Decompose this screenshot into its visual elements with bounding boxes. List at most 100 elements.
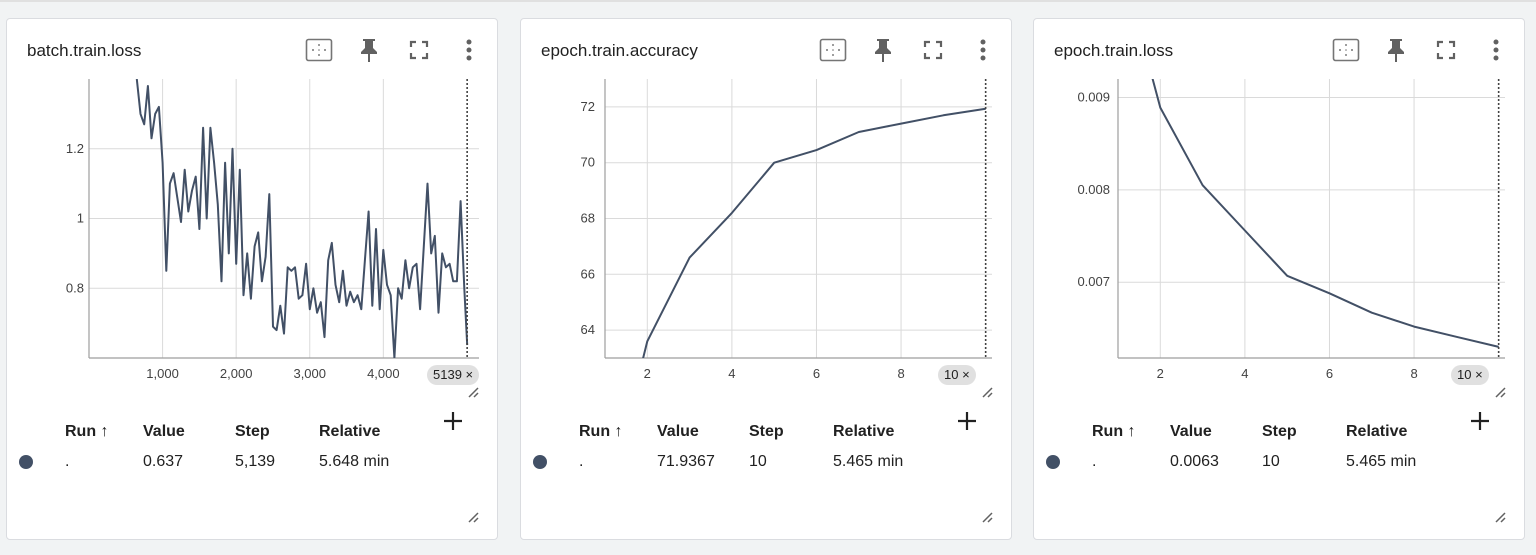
y-tick-label: 64 [581, 322, 595, 337]
y-tick-label: 68 [581, 211, 595, 226]
cell-step: 10 [1262, 453, 1280, 470]
column-header-relative[interactable]: Relative [833, 423, 895, 440]
cell-relative: 5.465 min [1346, 453, 1417, 470]
fit-domain-button[interactable] [304, 35, 334, 65]
chart-card-batch-train-loss: batch.train.loss 0.8 1 1.2 1,000 2,000 3,000 4… [6, 18, 498, 540]
column-header-step[interactable]: Step [235, 423, 270, 440]
cell-relative: 5.648 min [319, 453, 390, 470]
add-icon[interactable] [441, 409, 465, 433]
more-vert-icon [980, 39, 986, 61]
resize-icon[interactable] [1492, 509, 1506, 523]
x-tick-label: 2 [644, 366, 651, 381]
chart-card-epoch-train-loss: epoch.train.loss 0.007 0.008 0.009 2 4 6 8 10 … [1033, 18, 1525, 540]
fit-domain-icon [819, 38, 847, 62]
step-chip-close[interactable]: × [461, 367, 474, 382]
y-tick-label: 0.8 [66, 280, 84, 295]
y-tick-label: 1 [77, 211, 84, 226]
step-chip-value: 10 [944, 367, 959, 382]
cell-run: . [65, 453, 70, 470]
fullscreen-button[interactable] [404, 35, 434, 65]
more-options-button[interactable] [1481, 35, 1511, 65]
top-divider [0, 0, 1536, 2]
line-chart[interactable]: 0.8 1 1.2 1,000 2,000 3,000 4,000 [7, 19, 497, 419]
cell-relative: 5.465 min [833, 453, 904, 470]
run-color-dot [533, 455, 547, 469]
run-color-dot [19, 455, 33, 469]
card-title: epoch.train.accuracy [541, 41, 698, 60]
step-chip[interactable]: 10 × [938, 365, 976, 385]
step-chip-close[interactable]: × [958, 367, 970, 382]
column-header-relative[interactable]: Relative [319, 423, 381, 440]
series-line[interactable] [1118, 19, 1499, 348]
x-tick-label: 6 [813, 366, 820, 381]
resize-icon[interactable] [979, 384, 993, 398]
card-title: epoch.train.loss [1054, 41, 1174, 60]
x-tick-label: 8 [897, 366, 904, 381]
cell-run: . [1092, 453, 1097, 470]
fullscreen-icon [409, 40, 429, 60]
x-tick-label: 1,000 [146, 366, 179, 381]
fullscreen-button[interactable] [918, 35, 948, 65]
x-tick-label: 2,000 [220, 366, 253, 381]
fit-domain-icon [1332, 38, 1360, 62]
y-tick-label: 1.2 [66, 141, 84, 156]
fit-domain-button[interactable] [818, 35, 848, 65]
cell-value: 0.0063 [1170, 453, 1219, 470]
column-header-value[interactable]: Value [1170, 423, 1212, 440]
resize-icon[interactable] [465, 509, 479, 523]
series-line[interactable] [135, 79, 469, 358]
line-chart[interactable]: 0.007 0.008 0.009 2 4 6 8 [1034, 19, 1524, 419]
more-options-button[interactable] [968, 35, 998, 65]
step-chip-close[interactable]: × [1471, 367, 1483, 382]
x-tick-label: 6 [1326, 366, 1333, 381]
step-chip-value: 10 [1457, 367, 1472, 382]
x-tick-label: 4,000 [367, 366, 400, 381]
more-options-button[interactable] [454, 35, 484, 65]
column-header-run[interactable]: Run ↑ [65, 423, 109, 440]
fit-domain-icon [305, 38, 333, 62]
column-header-run[interactable]: Run ↑ [1092, 423, 1136, 440]
column-header-run[interactable]: Run ↑ [579, 423, 623, 440]
x-tick-label: 2 [1157, 366, 1164, 381]
fullscreen-icon [923, 40, 943, 60]
cell-value: 0.637 [143, 453, 184, 470]
cell-step: 10 [749, 453, 767, 470]
resize-icon[interactable] [979, 509, 993, 523]
cell-value: 71.9367 [657, 453, 715, 470]
y-tick-label: 0.007 [1077, 274, 1110, 289]
column-header-step[interactable]: Step [749, 423, 784, 440]
pin-button[interactable] [868, 35, 898, 65]
card-title: batch.train.loss [27, 41, 142, 60]
resize-icon[interactable] [465, 384, 479, 398]
step-chip[interactable]: 5139 × [427, 365, 480, 385]
x-tick-label: 8 [1410, 366, 1417, 381]
x-tick-label: 4 [728, 366, 735, 381]
column-header-value[interactable]: Value [657, 423, 699, 440]
run-color-dot [1046, 455, 1060, 469]
more-vert-icon [466, 39, 472, 61]
fit-domain-button[interactable] [1331, 35, 1361, 65]
y-tick-label: 70 [581, 155, 595, 170]
pin-icon [875, 39, 891, 62]
add-icon[interactable] [955, 409, 979, 433]
y-tick-label: 0.009 [1077, 89, 1110, 104]
column-header-value[interactable]: Value [143, 423, 185, 440]
column-header-step[interactable]: Step [1262, 423, 1297, 440]
resize-icon[interactable] [1492, 384, 1506, 398]
pin-button[interactable] [1381, 35, 1411, 65]
y-tick-label: 66 [581, 266, 595, 281]
series-line[interactable] [605, 107, 986, 419]
x-tick-label: 3,000 [293, 366, 326, 381]
pin-icon [1388, 39, 1404, 62]
step-chip[interactable]: 10 × [1451, 365, 1489, 385]
fullscreen-button[interactable] [1431, 35, 1461, 65]
column-header-relative[interactable]: Relative [1346, 423, 1408, 440]
fullscreen-icon [1436, 40, 1456, 60]
add-icon[interactable] [1468, 409, 1492, 433]
pin-button[interactable] [354, 35, 384, 65]
x-tick-label: 4 [1241, 366, 1248, 381]
y-tick-label: 72 [581, 99, 595, 114]
chart-card-epoch-train-accuracy: epoch.train.accuracy 64 66 68 70 72 2 4 6 8 10 ×… [520, 18, 1012, 540]
cell-run: . [579, 453, 584, 470]
